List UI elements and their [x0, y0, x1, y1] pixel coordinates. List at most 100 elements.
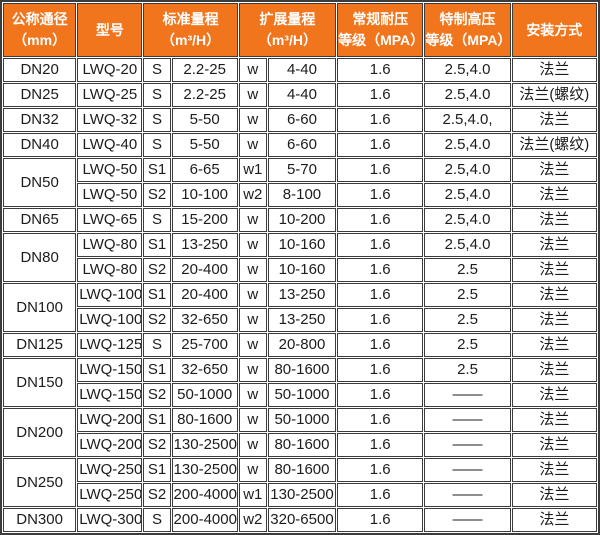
- header-extended-range: 扩展量程 （m³/H）: [238, 3, 337, 57]
- header-text: 常规耐压: [352, 11, 409, 27]
- cell-extended-range: 13-250: [267, 283, 337, 307]
- cell-nominal-diameter: DN100: [3, 283, 77, 332]
- cell-model: LWQ-250: [77, 458, 143, 482]
- cell-high-pressure: 2.5: [424, 308, 511, 332]
- cell-standard-range: 10-100: [171, 183, 238, 207]
- header-text: 等级（MPA）: [425, 32, 512, 48]
- cell-install-method: 法兰: [511, 308, 597, 332]
- table-row: DN25 LWQ-25 S 2.2-25 w 4-40 1.6 2.5,4.0 法兰(螺纹): [3, 83, 597, 107]
- cell-high-pressure: 2.5,4.0: [424, 208, 511, 232]
- cell-high-pressure: 2.5: [424, 258, 511, 282]
- cell-standard-code: S2: [143, 258, 171, 282]
- header-install-method: 安装方式: [511, 3, 597, 57]
- cell-standard-range: 5-50: [171, 133, 238, 157]
- cell-high-pressure: ——: [424, 383, 511, 407]
- header-text: 公称通径: [11, 11, 68, 27]
- cell-model: LWQ-50: [77, 183, 143, 207]
- cell-standard-range: 200-4000: [171, 508, 238, 532]
- cell-extended-range: 4-40: [267, 58, 337, 82]
- table-row: LWQ-80 S2 20-400 w 10-160 1.6 2.5 法兰: [3, 258, 597, 282]
- cell-high-pressure: ——: [424, 508, 511, 532]
- cell-nominal-diameter: DN40: [3, 133, 77, 157]
- cell-normal-pressure: 1.6: [337, 183, 424, 207]
- cell-extended-range: 80-1600: [267, 358, 337, 382]
- cell-extended-code: w: [238, 408, 267, 432]
- cell-standard-code: S: [143, 508, 171, 532]
- cell-extended-code: w1: [238, 483, 267, 507]
- header-text: （mm）: [13, 32, 67, 48]
- header-text: 安装方式: [526, 21, 583, 38]
- cell-high-pressure: 2.5,4.0: [424, 183, 511, 207]
- cell-extended-code: w: [238, 458, 267, 482]
- cell-high-pressure: 2.5,4.0,: [424, 108, 511, 132]
- cell-model: LWQ-250: [77, 483, 143, 507]
- cell-extended-code: w2: [238, 508, 267, 532]
- table-row: DN20 LWQ-20 S 2.2-25 w 4-40 1.6 2.5,4.0 法兰: [3, 58, 597, 82]
- cell-extended-code: w: [238, 233, 267, 257]
- cell-standard-code: S2: [143, 433, 171, 457]
- cell-nominal-diameter: DN150: [3, 358, 77, 407]
- cell-model: LWQ-65: [77, 208, 143, 232]
- cell-extended-code: w: [238, 258, 267, 282]
- cell-extended-code: w: [238, 83, 267, 107]
- cell-standard-range: 2.2-25: [171, 58, 238, 82]
- cell-nominal-diameter: DN250: [3, 458, 77, 507]
- table-header: 公称通径 （mm） 型号 标准量程 （m³/H） 扩展量程 （m³/H） 常规耐…: [3, 3, 597, 57]
- cell-model: LWQ-100: [77, 283, 143, 307]
- cell-extended-range: 50-1000: [267, 408, 337, 432]
- cell-normal-pressure: 1.6: [337, 333, 424, 357]
- cell-normal-pressure: 1.6: [337, 133, 424, 157]
- cell-extended-range: 50-1000: [267, 383, 337, 407]
- cell-nominal-diameter: DN50: [3, 158, 77, 207]
- cell-normal-pressure: 1.6: [337, 358, 424, 382]
- cell-install-method: 法兰: [511, 258, 597, 282]
- cell-high-pressure: 2.5: [424, 333, 511, 357]
- cell-extended-code: w: [238, 133, 267, 157]
- cell-standard-range: 32-650: [171, 358, 238, 382]
- cell-extended-code: w: [238, 333, 267, 357]
- cell-nominal-diameter: DN125: [3, 333, 77, 357]
- cell-standard-code: S1: [143, 458, 171, 482]
- cell-install-method: 法兰: [511, 108, 597, 132]
- cell-install-method: 法兰: [511, 383, 597, 407]
- cell-model: LWQ-25: [77, 83, 143, 107]
- table-row: DN65 LWQ-65 S 15-200 w 10-200 1.6 2.5,4.0 法兰: [3, 208, 597, 232]
- cell-extended-range: 10-200: [267, 208, 337, 232]
- cell-high-pressure: ——: [424, 433, 511, 457]
- table-row: LWQ-50 S2 10-100 w2 8-100 1.6 2.5,4.0 法兰: [3, 183, 597, 207]
- cell-nominal-diameter: DN300: [3, 508, 77, 532]
- cell-model: LWQ-200: [77, 408, 143, 432]
- header-standard-range: 标准量程 （m³/H）: [143, 3, 238, 57]
- cell-extended-range: 10-160: [267, 233, 337, 257]
- header-high-pressure: 特制高压 等级（MPA）: [424, 3, 512, 57]
- header-text: 型号: [95, 21, 124, 38]
- cell-standard-code: S2: [143, 183, 171, 207]
- cell-install-method: 法兰: [511, 483, 597, 507]
- cell-standard-code: S1: [143, 283, 171, 307]
- cell-normal-pressure: 1.6: [337, 233, 424, 257]
- cell-standard-code: S1: [143, 408, 171, 432]
- cell-model: LWQ-50: [77, 158, 143, 182]
- cell-nominal-diameter: DN20: [3, 58, 77, 82]
- cell-normal-pressure: 1.6: [337, 108, 424, 132]
- cell-extended-range: 320-6500: [267, 508, 337, 532]
- cell-install-method: 法兰(螺纹): [511, 83, 597, 107]
- cell-extended-range: 6-60: [267, 133, 337, 157]
- cell-extended-range: 80-1600: [267, 433, 337, 457]
- cell-extended-range: 6-60: [267, 108, 337, 132]
- cell-standard-code: S1: [143, 358, 171, 382]
- cell-high-pressure: 2.5: [424, 283, 511, 307]
- cell-extended-code: w2: [238, 183, 267, 207]
- cell-standard-range: 15-200: [171, 208, 238, 232]
- cell-standard-range: 20-400: [171, 283, 238, 307]
- cell-standard-code: S: [143, 333, 171, 357]
- cell-extended-code: w: [238, 383, 267, 407]
- cell-high-pressure: 2.5,4.0: [424, 233, 511, 257]
- cell-extended-range: 13-250: [267, 308, 337, 332]
- table-row: DN32 LWQ-32 S 5-50 w 6-60 1.6 2.5,4.0, 法兰: [3, 108, 597, 132]
- cell-extended-range: 80-1600: [267, 458, 337, 482]
- header-text: （m³/H）: [257, 32, 317, 48]
- cell-normal-pressure: 1.6: [337, 208, 424, 232]
- cell-extended-code: w: [238, 283, 267, 307]
- table-body: DN20 LWQ-20 S 2.2-25 w 4-40 1.6 2.5,4.0 法兰 DN25 LW…: [3, 58, 597, 532]
